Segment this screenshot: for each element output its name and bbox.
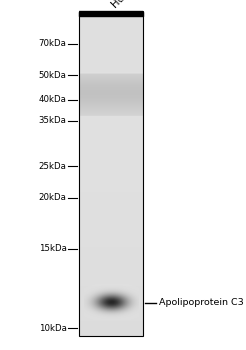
Text: 20kDa: 20kDa [39, 193, 66, 202]
Text: 40kDa: 40kDa [39, 95, 66, 104]
Text: 25kDa: 25kDa [39, 162, 66, 171]
Text: 10kDa: 10kDa [39, 324, 66, 333]
Text: 35kDa: 35kDa [39, 116, 66, 125]
Text: Apolipoprotein C3: Apolipoprotein C3 [159, 298, 244, 307]
Text: 15kDa: 15kDa [39, 244, 66, 253]
Text: 50kDa: 50kDa [39, 71, 66, 80]
Text: Human plasma: Human plasma [109, 0, 170, 10]
Text: 70kDa: 70kDa [39, 39, 66, 48]
Bar [79, 10, 143, 336]
